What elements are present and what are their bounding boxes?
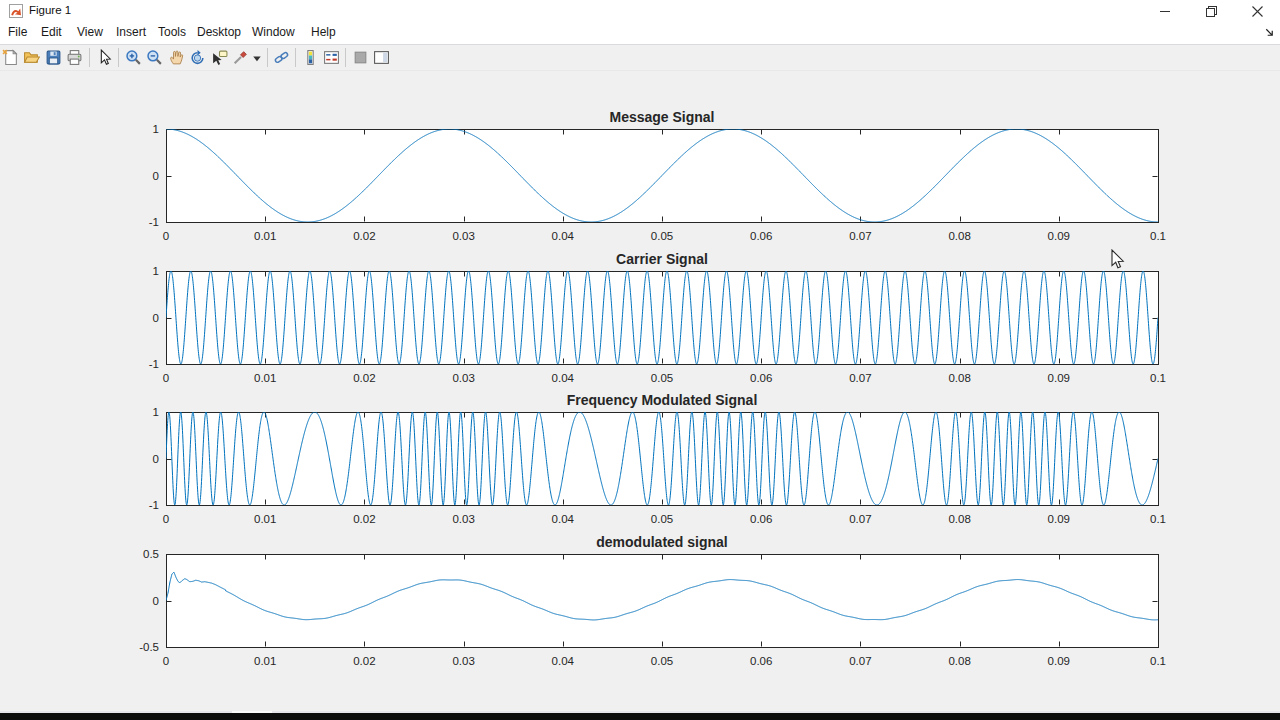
svg-text:0.05: 0.05 — [651, 230, 673, 242]
svg-text:0: 0 — [163, 655, 169, 667]
svg-text:0.06: 0.06 — [750, 655, 772, 667]
svg-text:0.01: 0.01 — [254, 513, 276, 525]
svg-text:0.05: 0.05 — [651, 513, 673, 525]
subplot-title: Carrier Signal — [616, 251, 708, 267]
svg-text:0.01: 0.01 — [254, 372, 276, 384]
subplot-title: demodulated signal — [596, 534, 727, 550]
svg-text:0: 0 — [153, 170, 159, 182]
svg-text:0.04: 0.04 — [552, 230, 575, 242]
svg-text:0.07: 0.07 — [849, 372, 871, 384]
svg-text:0.04: 0.04 — [552, 513, 575, 525]
svg-text:0: 0 — [153, 312, 159, 324]
svg-text:0.1: 0.1 — [1150, 230, 1166, 242]
svg-text:0.07: 0.07 — [849, 655, 871, 667]
svg-text:0.1: 0.1 — [1150, 372, 1166, 384]
svg-text:0.07: 0.07 — [849, 230, 871, 242]
svg-text:0.03: 0.03 — [452, 655, 474, 667]
subplot-title: Message Signal — [609, 109, 714, 125]
svg-text:0.02: 0.02 — [353, 513, 375, 525]
svg-text:0.03: 0.03 — [452, 372, 474, 384]
svg-text:0.07: 0.07 — [849, 513, 871, 525]
svg-text:0.06: 0.06 — [750, 372, 772, 384]
svg-text:-1: -1 — [149, 216, 159, 228]
subplot-title: Frequency Modulated Signal — [567, 392, 758, 408]
svg-text:0.06: 0.06 — [750, 513, 772, 525]
svg-text:0.08: 0.08 — [948, 372, 970, 384]
svg-text:0.1: 0.1 — [1150, 655, 1166, 667]
svg-text:-1: -1 — [149, 499, 159, 511]
svg-text:1: 1 — [153, 265, 159, 277]
svg-text:0.01: 0.01 — [254, 655, 276, 667]
svg-text:0.08: 0.08 — [948, 513, 970, 525]
svg-text:0.02: 0.02 — [353, 230, 375, 242]
svg-text:1: 1 — [153, 406, 159, 418]
figure-plots: 0 0.01 0.02 0.03 0.04 0.05 0.06 0.07 0.08 0.09 0.1… — [0, 0, 1280, 720]
svg-text:0.03: 0.03 — [452, 513, 474, 525]
svg-text:0.5: 0.5 — [143, 548, 159, 560]
svg-text:-1: -1 — [149, 358, 159, 370]
svg-text:0: 0 — [163, 513, 169, 525]
svg-text:0: 0 — [153, 595, 159, 607]
svg-text:0.04: 0.04 — [552, 372, 575, 384]
subplot-1: 0 0.01 0.02 0.03 0.04 0.05 0.06 0.07 0.08 0.09 0.1… — [149, 109, 1166, 242]
svg-text:0.06: 0.06 — [750, 230, 772, 242]
svg-text:0.08: 0.08 — [948, 230, 970, 242]
svg-text:0.05: 0.05 — [651, 372, 673, 384]
svg-text:0.05: 0.05 — [651, 655, 673, 667]
svg-text:0.09: 0.09 — [1048, 372, 1070, 384]
subplot-4: 0 0.01 0.02 0.03 0.04 0.05 0.06 0.07 0.08 0.09 0.1… — [139, 534, 1166, 667]
svg-text:0.09: 0.09 — [1048, 513, 1070, 525]
svg-text:0: 0 — [163, 230, 169, 242]
svg-text:0.08: 0.08 — [948, 655, 970, 667]
svg-text:0.09: 0.09 — [1048, 230, 1070, 242]
svg-text:0: 0 — [153, 453, 159, 465]
subplot-2: 0 0.01 0.02 0.03 0.04 0.05 0.06 0.07 0.08 0.09 0.1… — [149, 251, 1166, 384]
svg-text:0.04: 0.04 — [552, 655, 575, 667]
subplot-3: 0 0.01 0.02 0.03 0.04 0.05 0.06 0.07 0.08 0.09 0.1… — [149, 392, 1166, 525]
svg-text:0: 0 — [163, 372, 169, 384]
svg-text:1: 1 — [153, 123, 159, 135]
svg-text:0.02: 0.02 — [353, 372, 375, 384]
svg-text:0.09: 0.09 — [1048, 655, 1070, 667]
svg-text:0.03: 0.03 — [452, 230, 474, 242]
bottom-black-bar — [0, 713, 1280, 720]
svg-text:0.02: 0.02 — [353, 655, 375, 667]
svg-text:-0.5: -0.5 — [139, 641, 159, 653]
mouse-cursor — [1111, 249, 1126, 270]
svg-text:0.1: 0.1 — [1150, 513, 1166, 525]
svg-text:0.01: 0.01 — [254, 230, 276, 242]
